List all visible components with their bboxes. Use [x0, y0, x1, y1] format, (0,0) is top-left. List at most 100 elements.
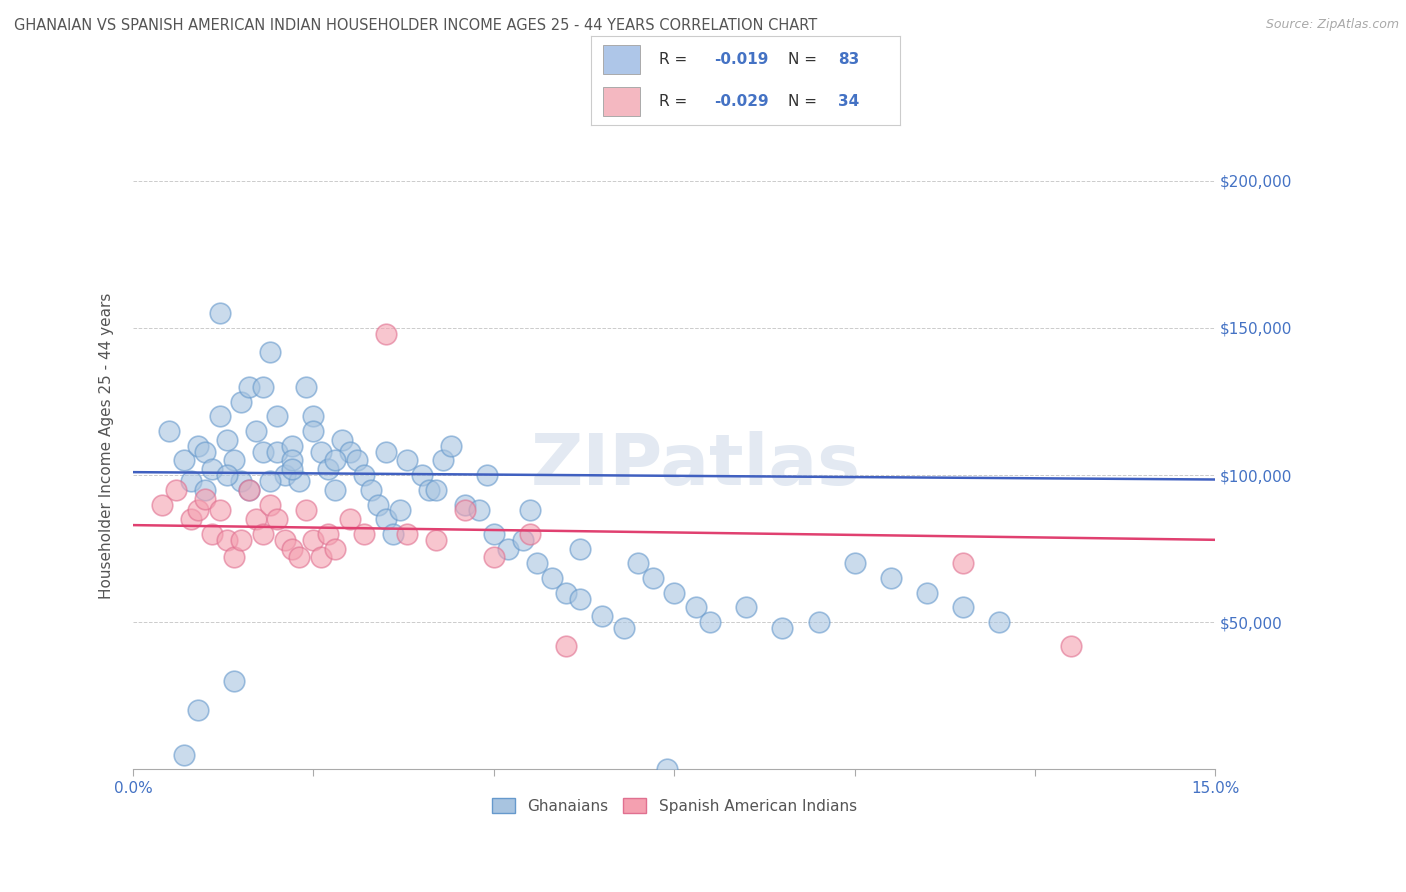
Point: [194, 483, 217, 497]
Text: 34: 34: [838, 95, 859, 109]
Point: [844, 557, 866, 571]
Point: [252, 527, 274, 541]
Point: [273, 468, 295, 483]
Point: [655, 762, 678, 776]
Point: [259, 498, 281, 512]
Point: [323, 453, 346, 467]
Point: [266, 444, 288, 458]
Point: [187, 503, 209, 517]
Y-axis label: Householder Income Ages 25 - 44 years: Householder Income Ages 25 - 44 years: [100, 293, 114, 599]
Point: [432, 453, 454, 467]
Point: [231, 394, 253, 409]
Point: [569, 541, 592, 556]
Point: [353, 468, 375, 483]
Point: [208, 503, 231, 517]
Point: [173, 453, 195, 467]
Point: [339, 512, 361, 526]
Point: [540, 571, 562, 585]
Point: [772, 621, 794, 635]
Point: [454, 503, 477, 517]
Point: [215, 533, 238, 547]
Point: [381, 527, 404, 541]
Text: -0.019: -0.019: [714, 53, 769, 67]
Point: [238, 380, 260, 394]
Point: [281, 541, 304, 556]
Point: [569, 591, 592, 606]
Point: [201, 462, 224, 476]
Point: [699, 615, 721, 630]
Point: [498, 541, 520, 556]
Point: [266, 512, 288, 526]
Point: [323, 483, 346, 497]
Point: [180, 474, 202, 488]
Text: R =: R =: [658, 53, 692, 67]
Point: [238, 483, 260, 497]
Point: [425, 533, 447, 547]
Point: [187, 439, 209, 453]
Point: [231, 474, 253, 488]
Point: [215, 433, 238, 447]
Legend: Ghanaians, Spanish American Indians: Ghanaians, Spanish American Indians: [485, 792, 863, 820]
Point: [295, 380, 318, 394]
Point: [309, 444, 332, 458]
Point: [519, 503, 541, 517]
Point: [180, 512, 202, 526]
Point: [367, 498, 389, 512]
Point: [245, 424, 267, 438]
Point: [281, 453, 304, 467]
Point: [150, 498, 173, 512]
Point: [374, 512, 396, 526]
Text: -0.029: -0.029: [714, 95, 769, 109]
Text: 83: 83: [838, 53, 859, 67]
Point: [208, 306, 231, 320]
Point: [664, 586, 686, 600]
Point: [526, 557, 548, 571]
Point: [418, 483, 440, 497]
Point: [266, 409, 288, 424]
Text: N =: N =: [789, 53, 823, 67]
Point: [353, 527, 375, 541]
Point: [627, 557, 650, 571]
Point: [323, 541, 346, 556]
Point: [157, 424, 180, 438]
Point: [316, 462, 339, 476]
Point: [735, 600, 758, 615]
Point: [288, 474, 311, 488]
Point: [1060, 639, 1083, 653]
Point: [475, 468, 498, 483]
Point: [252, 444, 274, 458]
Point: [302, 424, 325, 438]
Point: [252, 380, 274, 394]
Point: [411, 468, 433, 483]
Point: [224, 550, 246, 565]
Point: [879, 571, 901, 585]
Point: [245, 512, 267, 526]
Point: [215, 468, 238, 483]
Point: [360, 483, 382, 497]
Point: [201, 527, 224, 541]
Text: GHANAIAN VS SPANISH AMERICAN INDIAN HOUSEHOLDER INCOME AGES 25 - 44 YEARS CORREL: GHANAIAN VS SPANISH AMERICAN INDIAN HOUS…: [14, 18, 817, 33]
Point: [281, 439, 304, 453]
Point: [454, 498, 477, 512]
Point: [952, 557, 974, 571]
Bar: [603, 45, 640, 74]
Point: [224, 453, 246, 467]
Point: [165, 483, 187, 497]
Point: [641, 571, 664, 585]
Point: [396, 453, 419, 467]
Point: [339, 444, 361, 458]
Point: [273, 533, 295, 547]
Bar: [603, 87, 640, 116]
Point: [396, 527, 419, 541]
Point: [685, 600, 707, 615]
Point: [194, 444, 217, 458]
Point: [187, 703, 209, 717]
Point: [374, 326, 396, 341]
Point: [987, 615, 1010, 630]
Text: Source: ZipAtlas.com: Source: ZipAtlas.com: [1265, 18, 1399, 31]
Point: [613, 621, 636, 635]
Point: [309, 550, 332, 565]
Point: [281, 462, 304, 476]
Point: [591, 609, 613, 624]
Point: [330, 433, 353, 447]
